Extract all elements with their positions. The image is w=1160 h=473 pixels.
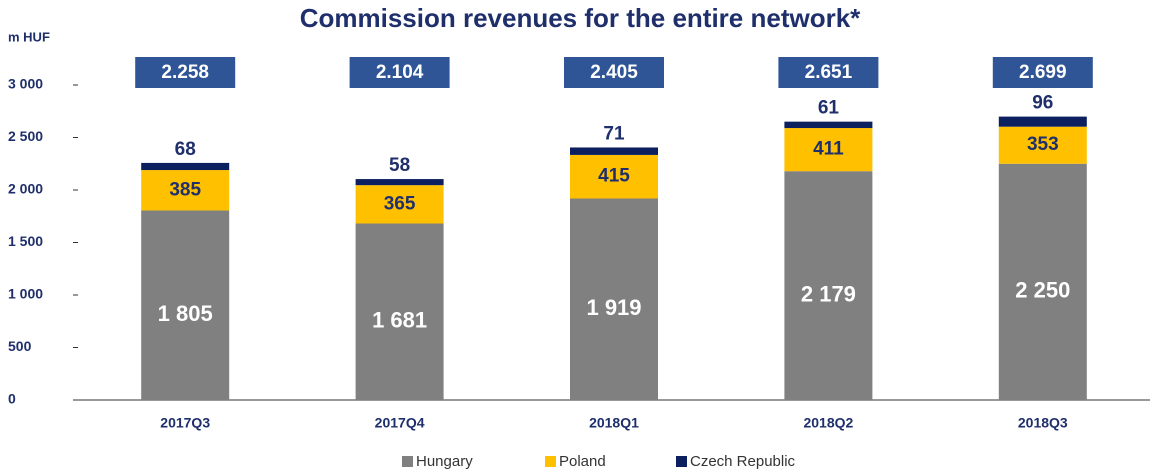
legend-label: Czech Republic [690, 453, 796, 470]
x-tick-label: 2017Q3 [160, 415, 210, 431]
total-label: 2.258 [161, 62, 209, 83]
data-label: 96 [1032, 93, 1053, 114]
total-box [135, 57, 236, 88]
x-tick-label: 2017Q4 [375, 415, 425, 431]
bar-segment [784, 171, 873, 400]
data-label: 58 [389, 155, 410, 176]
legend-swatch [402, 456, 413, 467]
data-label: 353 [1027, 134, 1059, 155]
legend-label: Hungary [416, 453, 473, 470]
bar-segment [141, 210, 230, 400]
bar-segment [570, 147, 658, 155]
total-label: 2.699 [1019, 62, 1067, 83]
data-label: 61 [818, 98, 840, 119]
bar-segment [141, 162, 230, 171]
data-label: 1 919 [586, 295, 641, 320]
data-label: 71 [603, 123, 625, 144]
data-label: 68 [175, 139, 196, 160]
y-tick-label: 2 000 [8, 181, 43, 197]
bar-segment [570, 154, 658, 199]
x-tick-label: 2018Q1 [589, 415, 639, 431]
y-tick-label: 2 500 [8, 128, 43, 144]
total-box [778, 57, 879, 88]
data-label: 411 [813, 139, 844, 160]
legend-label: Poland [559, 453, 606, 470]
data-label: 1 805 [158, 301, 213, 326]
bar-segment [998, 116, 1087, 127]
bar-segment [355, 185, 444, 224]
y-tick-label: 1 500 [8, 233, 43, 249]
total-box [992, 57, 1093, 88]
bar-segment [141, 170, 230, 211]
chart-title: Commission revenues for the entire netwo… [300, 3, 861, 33]
y-axis-label: m HUF [8, 29, 50, 44]
data-label: 385 [169, 179, 201, 200]
data-label: 1 681 [372, 308, 427, 333]
legend-swatch [676, 456, 687, 467]
bar-segment [355, 179, 444, 186]
bar-segment [784, 121, 873, 129]
data-label: 365 [384, 193, 416, 214]
total-label: 2.104 [376, 62, 424, 83]
data-label: 2 250 [1015, 278, 1070, 303]
bar-segment [998, 126, 1087, 164]
total-label: 2.651 [805, 62, 853, 83]
y-tick-label: 0 [8, 391, 16, 407]
data-label: 415 [598, 166, 630, 187]
y-tick-label: 1 000 [8, 286, 43, 302]
y-tick-label: 500 [8, 338, 32, 354]
x-tick-label: 2018Q2 [803, 415, 853, 431]
bar-segment [998, 163, 1087, 400]
bar-segment [570, 198, 658, 400]
total-label: 2.405 [590, 62, 638, 83]
y-tick-label: 3 000 [8, 76, 43, 92]
x-tick-label: 2018Q3 [1018, 415, 1068, 431]
legend-swatch [545, 456, 556, 467]
total-box [349, 57, 450, 88]
bar-segment [784, 128, 873, 172]
total-box [564, 57, 664, 88]
data-label: 2 179 [801, 281, 856, 306]
bar-segment [355, 223, 444, 400]
